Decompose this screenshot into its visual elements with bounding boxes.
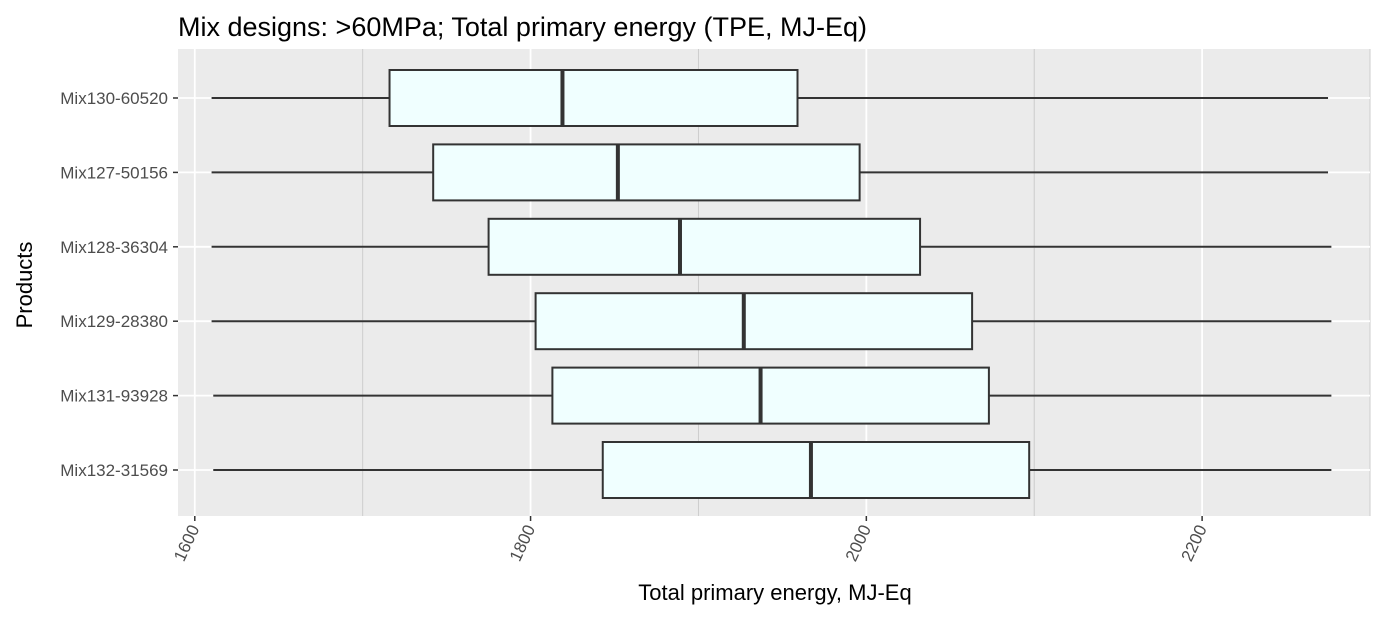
box [487,217,922,276]
y-tick-label: Mix130-60520 [60,89,168,108]
box-series [211,69,1332,499]
box [551,366,990,425]
y-tick-label: Mix129-28380 [60,312,168,331]
box [432,143,861,202]
x-tick-label: 2000 [842,522,875,564]
y-tick-label: Mix132-31569 [60,461,168,480]
chart-title: Mix designs: >60MPa; Total primary energ… [178,12,867,42]
box [388,69,799,127]
y-tick-label: Mix128-36304 [60,238,168,257]
x-tick-label: 2200 [1178,522,1211,564]
axes: Mix130-60520 Mix127-50156 Mix128-36304 Mix1… [60,89,1210,564]
x-tick-label: 1800 [506,522,539,564]
box [601,441,1031,499]
x-axis-title: Total primary energy, MJ-Eq [638,580,911,605]
y-axis-title: Products [12,242,37,329]
y-tick-label: Mix127-50156 [60,163,168,182]
x-tick-label: 1600 [170,522,203,564]
y-tick-label: Mix131-93928 [60,387,168,406]
box [534,292,974,351]
